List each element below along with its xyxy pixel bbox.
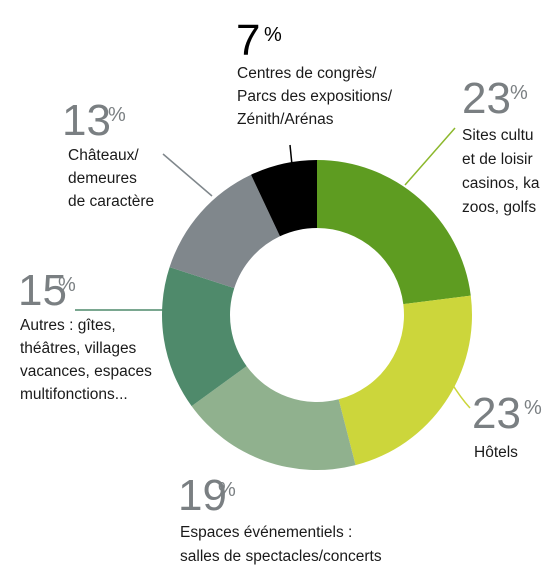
- category-label: casinos, ka: [462, 175, 540, 192]
- value-number: 19: [178, 471, 227, 520]
- donut-slice: [191, 366, 356, 471]
- category-label: Espaces événementiels :: [180, 524, 352, 541]
- category-label: Centres de congrès/: [237, 65, 377, 82]
- value-unit: %: [264, 24, 282, 46]
- leader-line: [289, 144, 293, 166]
- value-label: 23: [462, 74, 511, 123]
- category-label: salles de spectacles/concerts: [180, 548, 382, 565]
- donut-slice: [251, 160, 317, 237]
- value-label: 15: [18, 266, 67, 315]
- value-unit: %: [218, 479, 236, 501]
- category-label: Zénith/Arénas: [237, 111, 334, 128]
- category-label: Châteaux/: [68, 147, 139, 164]
- leader-line: [162, 153, 213, 197]
- value-label: 13: [62, 96, 111, 145]
- category-label: Autres : gîtes,: [20, 317, 116, 334]
- value-unit: %: [524, 397, 542, 419]
- category-label: de caractère: [68, 193, 154, 210]
- value-number: 13: [62, 96, 111, 145]
- value-number: 23: [472, 389, 521, 438]
- category-label: demeures: [68, 170, 137, 187]
- category-label: zoos, golfs: [462, 199, 536, 216]
- value-label: 19: [178, 471, 227, 520]
- value-number: 15: [18, 266, 67, 315]
- value-label: 7: [236, 16, 260, 65]
- value-number: 7: [236, 16, 260, 65]
- category-label: Sites cultu: [462, 127, 534, 144]
- value-unit: %: [108, 104, 126, 126]
- donut-slice: [162, 267, 247, 407]
- category-label: théâtres, villages: [20, 340, 137, 357]
- value-unit: %: [58, 274, 76, 296]
- category-label: et de loisir: [462, 151, 533, 168]
- category-label: vacances, espaces: [20, 363, 152, 380]
- value-number: 23: [462, 74, 511, 123]
- category-label: multifonctions...: [20, 386, 128, 403]
- category-label: Parcs des expositions/: [237, 88, 393, 105]
- category-label: Hôtels: [474, 444, 518, 461]
- leader-line: [404, 127, 456, 186]
- donut-slice: [169, 174, 280, 289]
- donut-slice: [338, 295, 472, 466]
- value-label: 23: [472, 389, 521, 438]
- value-unit: %: [510, 82, 528, 104]
- leader-line: [444, 371, 471, 409]
- donut-slice: [317, 160, 471, 305]
